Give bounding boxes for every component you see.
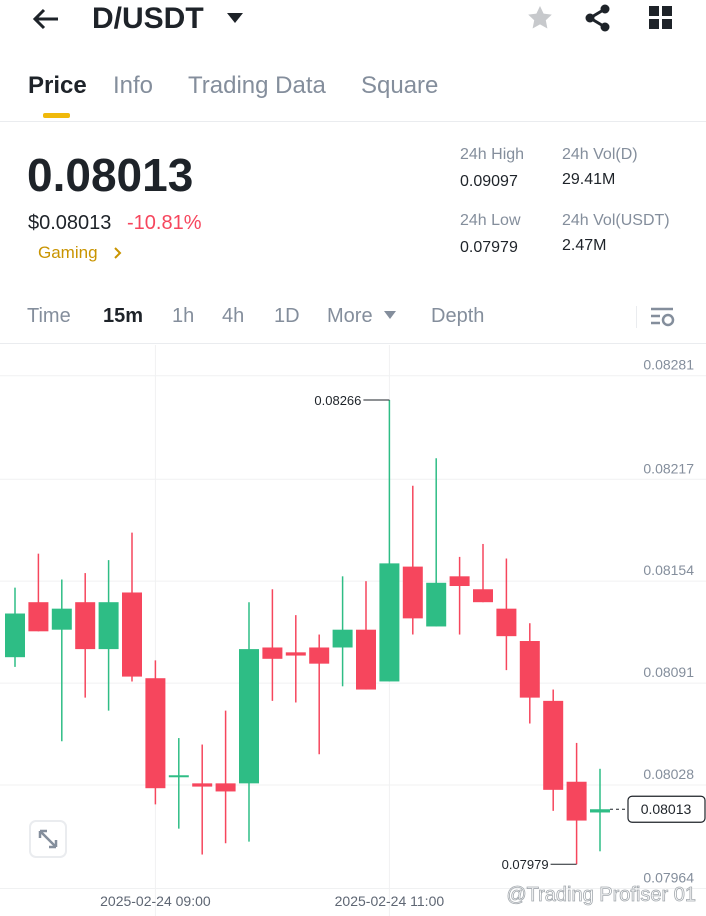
interval-option[interactable]: 15m xyxy=(103,305,144,327)
tab[interactable]: Square xyxy=(361,72,439,99)
price-change: -10.81% xyxy=(127,212,202,234)
x-tick-label: 2025-02-24 11:00 xyxy=(335,893,445,909)
y-tick-label: 0.08091 xyxy=(643,664,694,680)
candle-body xyxy=(262,647,283,659)
candle-body xyxy=(28,602,49,632)
candlestick-chart: 0.08281 0.08217 0.08154 0.08091 0.08028 0.079… xyxy=(0,345,706,916)
usd-price: $0.08013 xyxy=(28,212,112,234)
candle-body xyxy=(98,602,119,650)
candle-body xyxy=(590,809,610,813)
candle-body xyxy=(145,678,166,789)
last-price-label: 0.08013 xyxy=(641,801,692,817)
grid-menu-icon[interactable] xyxy=(649,6,673,30)
divider xyxy=(0,121,706,122)
stat-label: 24h Vol(D) xyxy=(562,146,638,163)
candle-body xyxy=(309,647,330,664)
divider xyxy=(0,343,706,344)
stat-value: 29.41M xyxy=(562,171,616,188)
interval-option[interactable]: More xyxy=(327,305,373,327)
candle-body xyxy=(402,566,423,619)
candle-body xyxy=(5,613,25,658)
candle-body xyxy=(449,576,470,587)
stat-value: 2.47M xyxy=(562,237,607,254)
candle-body xyxy=(168,775,189,778)
y-tick-label: 0.08217 xyxy=(643,460,694,476)
y-tick-label: 0.08281 xyxy=(643,357,694,373)
back-button[interactable] xyxy=(30,6,62,32)
x-tick-label: 2025-02-24 09:00 xyxy=(100,893,211,909)
candle-body xyxy=(496,608,517,637)
interval-option[interactable]: 4h xyxy=(222,305,245,327)
candle-body xyxy=(379,563,400,682)
candle-body xyxy=(239,649,259,784)
candle-body xyxy=(215,783,236,792)
pair-dropdown[interactable] xyxy=(226,12,244,24)
tab-indicator xyxy=(43,113,70,118)
favorite-star[interactable] xyxy=(526,4,554,32)
candle-body xyxy=(122,592,142,677)
tab[interactable]: Price xyxy=(28,72,87,99)
candle-body xyxy=(426,582,447,627)
pair-title[interactable]: D/USDT xyxy=(92,2,204,35)
y-tick-label: 0.08154 xyxy=(643,562,694,578)
stat-value: 0.09097 xyxy=(460,173,518,190)
tab[interactable]: Trading Data xyxy=(188,72,326,99)
category-tag[interactable]: Gaming xyxy=(38,243,98,262)
share-icon[interactable] xyxy=(584,4,612,32)
interval-option[interactable]: 1h xyxy=(172,305,195,327)
tab[interactable]: Info xyxy=(113,72,154,99)
divider xyxy=(636,306,637,328)
candle-body xyxy=(473,589,493,603)
high-annotation: 0.08266 xyxy=(314,393,361,408)
low-annotation: 0.07979 xyxy=(502,857,549,872)
interval-option[interactable]: 1D xyxy=(274,305,300,327)
candle-body xyxy=(332,629,353,648)
candle-body xyxy=(192,783,213,787)
candle-body xyxy=(566,781,587,821)
candle-body xyxy=(543,700,564,790)
candle-body xyxy=(285,652,306,656)
watermark: @Trading Profiser 01 xyxy=(506,884,696,906)
tag-arrow xyxy=(114,247,122,259)
stat-value: 0.07979 xyxy=(460,239,518,256)
stat-label: 24h Low xyxy=(460,212,521,229)
last-price: 0.08013 xyxy=(27,149,194,201)
last-price-box xyxy=(627,795,706,823)
y-tick-label: 0.08028 xyxy=(643,766,694,782)
y-tick-label: 0.07964 xyxy=(643,870,694,886)
interval-option[interactable]: Time xyxy=(27,305,71,327)
candle-body xyxy=(519,641,540,698)
stat-label: 24h High xyxy=(460,146,525,163)
interval-option[interactable]: Depth xyxy=(431,305,485,327)
fullscreen-button[interactable] xyxy=(29,820,67,858)
candle-body xyxy=(75,602,96,650)
stat-label: 24h Vol(USDT) xyxy=(562,212,670,229)
candle-body xyxy=(356,629,376,690)
more-dropdown xyxy=(384,311,396,319)
chart-settings-icon[interactable] xyxy=(650,306,676,328)
candle-body xyxy=(51,608,72,630)
